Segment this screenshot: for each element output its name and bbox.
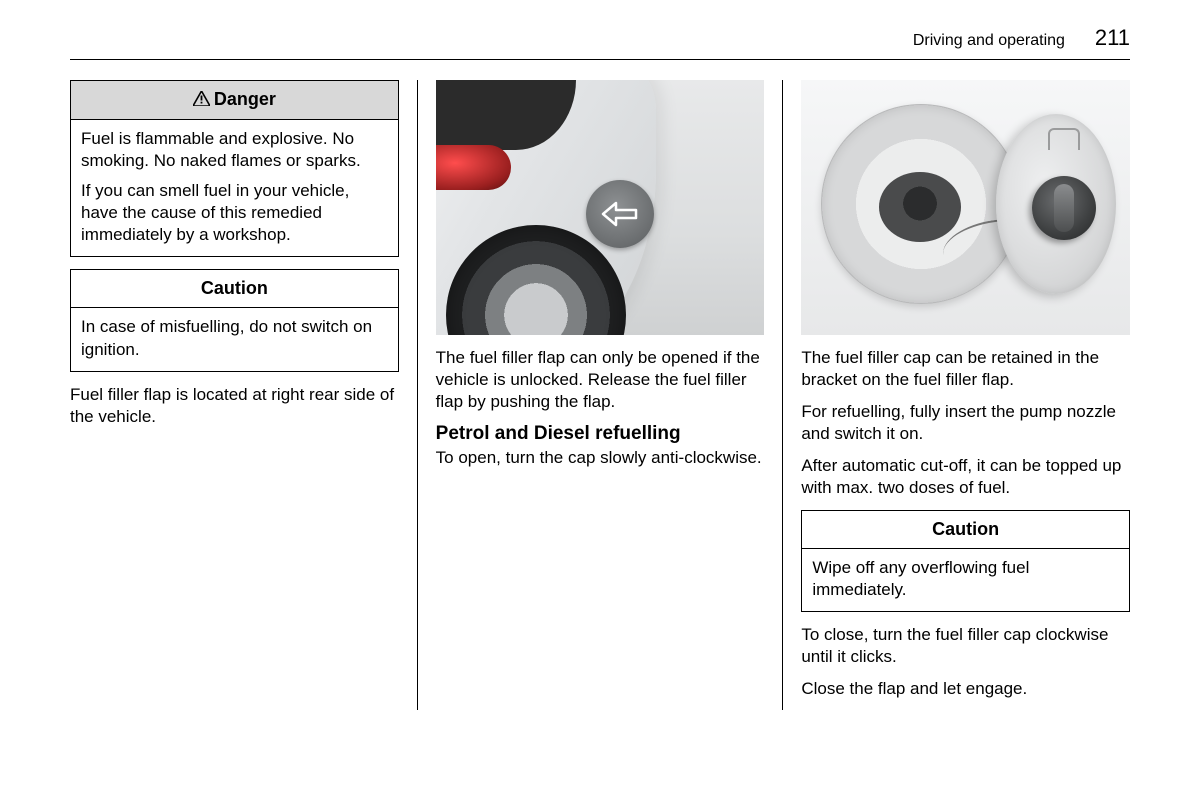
danger-header: Danger: [71, 81, 398, 120]
caution-callout-2: Caution Wipe off any overflowing fuel im…: [801, 510, 1130, 612]
caution-body-2: Wipe off any overflowing fuel immediatel…: [802, 549, 1129, 611]
caution-text-1: In case of misfuelling, do not switch on…: [81, 316, 388, 360]
page-header: Driving and operating 211: [70, 25, 1130, 60]
danger-callout: Danger Fuel is flammable and explosive. …: [70, 80, 399, 257]
column-3: The fuel filler cap can be retained in t…: [783, 80, 1130, 710]
col3-text-2: For refuelling, fully insert the pump no…: [801, 401, 1130, 445]
danger-text-2: If you can smell fuel in your vehicle, h…: [81, 180, 388, 246]
danger-text-1: Fuel is flammable and explosive. No smok…: [81, 128, 388, 172]
column-1: Danger Fuel is flammable and explosive. …: [70, 80, 418, 710]
col3-text-5: Close the flap and let engage.: [801, 678, 1130, 700]
column-2: The fuel filler flap can only be opened …: [418, 80, 784, 710]
danger-body: Fuel is flammable and explosive. No smok…: [71, 120, 398, 256]
section-title: Driving and operating: [913, 32, 1065, 50]
warning-triangle-icon: [193, 90, 210, 111]
caution-header-2: Caution: [802, 511, 1129, 549]
caution-callout-1: Caution In case of misfuelling, do not s…: [70, 269, 399, 371]
col1-text-1: Fuel filler flap is located at right rea…: [70, 384, 399, 428]
caution-header-1: Caution: [71, 270, 398, 308]
caution-text-2: Wipe off any overflowing fuel immediatel…: [812, 557, 1119, 601]
col3-text-4: To close, turn the fuel filler cap clock…: [801, 624, 1130, 668]
caution-body-1: In case of misfuelling, do not switch on…: [71, 308, 398, 370]
col3-text-1: The fuel filler cap can be retained in t…: [801, 347, 1130, 391]
page-number: 211: [1095, 25, 1130, 51]
fuel-flap-arrow-icon: [586, 180, 654, 248]
col2-subhead: Petrol and Diesel refuelling: [436, 423, 765, 445]
figure-fuel-cap: [801, 80, 1130, 335]
content-columns: Danger Fuel is flammable and explosive. …: [70, 80, 1130, 710]
col3-text-3: After automatic cut-off, it can be toppe…: [801, 455, 1130, 499]
col2-text-2: To open, turn the cap slowly anti-clockw…: [436, 447, 765, 469]
col2-text-1: The fuel filler flap can only be opened …: [436, 347, 765, 413]
figure-fuel-flap: [436, 80, 765, 335]
danger-title: Danger: [214, 89, 276, 109]
